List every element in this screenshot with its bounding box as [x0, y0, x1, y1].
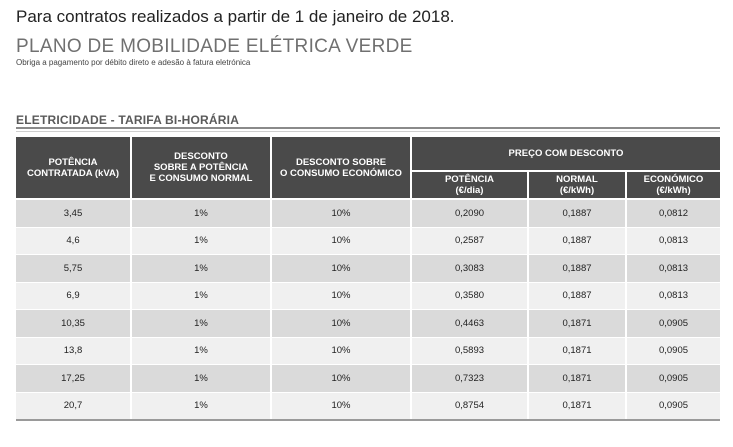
cell-price-economic: 0,0905 — [625, 364, 720, 393]
cell-price-power: 0,2587 — [410, 227, 529, 255]
cell-discount-economic: 10% — [270, 227, 412, 255]
cell-price-normal: 0,1887 — [527, 254, 627, 283]
cell-power: 13,8 — [16, 337, 132, 365]
section-divider-thin — [16, 131, 720, 132]
table-row: 3,45 1% 10% 0,2090 0,1887 0,0812 — [16, 199, 720, 228]
cell-price-normal: 0,1871 — [527, 337, 627, 365]
cell-price-power: 0,4463 — [410, 309, 529, 338]
cell-price-power: 0,5893 — [410, 337, 529, 365]
cell-price-economic: 0,0905 — [625, 309, 720, 338]
plan-subtitle: Obriga a pagamento por débito direto e a… — [16, 58, 251, 67]
cell-power: 3,45 — [16, 199, 132, 228]
header-price-normal: NORMAL (€/kWh) — [527, 170, 627, 200]
cell-price-economic: 0,0905 — [625, 337, 720, 365]
cell-discount-economic: 10% — [270, 392, 412, 421]
cell-price-economic: 0,0905 — [625, 392, 720, 421]
cell-discount-economic: 10% — [270, 199, 412, 228]
cell-power: 6,9 — [16, 282, 132, 310]
cell-price-normal: 0,1887 — [527, 199, 627, 228]
cell-price-power: 0,7323 — [410, 364, 529, 393]
header-power: POTÊNCIA CONTRATADA (kVA) — [16, 135, 132, 200]
cell-power: 10,35 — [16, 309, 132, 338]
table-row: 5,75 1% 10% 0,3083 0,1887 0,0813 — [16, 254, 720, 283]
cell-price-normal: 0,1871 — [527, 364, 627, 393]
table-header-row: POTÊNCIA CONTRATADA (kVA) DESCONTO SOBRE… — [16, 135, 720, 200]
cell-price-power: 0,2090 — [410, 199, 529, 228]
cell-power: 17,25 — [16, 364, 132, 393]
cell-price-economic: 0,0813 — [625, 282, 720, 310]
table-row: 6,9 1% 10% 0,3580 0,1887 0,0813 — [16, 282, 720, 310]
cell-price-normal: 0,1887 — [527, 227, 627, 255]
cell-discount-power: 1% — [130, 199, 272, 228]
section-divider — [16, 127, 720, 129]
cell-discount-power: 1% — [130, 337, 272, 365]
intro-text: Para contratos realizados a partir de 1 … — [16, 7, 455, 26]
table-row: 10,35 1% 10% 0,4463 0,1871 0,0905 — [16, 309, 720, 338]
header-price-power: POTÊNCIA (€/dia) — [411, 170, 529, 200]
cell-discount-power: 1% — [130, 364, 272, 393]
cell-price-economic: 0,0813 — [625, 227, 720, 255]
cell-discount-power: 1% — [130, 227, 272, 255]
table-row: 13,8 1% 10% 0,5893 0,1871 0,0905 — [16, 337, 720, 365]
header-discount-power: DESCONTO SOBRE A POTÊNCIA E CONSUMO NORM… — [130, 135, 272, 200]
header-price-economic: ECONÓMICO (€/kWh) — [625, 170, 720, 200]
table-row: 17,25 1% 10% 0,7323 0,1871 0,0905 — [16, 364, 720, 393]
table-row: 20,7 1% 10% 0,8754 0,1871 0,0905 — [16, 392, 720, 421]
cell-price-normal: 0,1871 — [527, 392, 627, 421]
cell-discount-economic: 10% — [270, 337, 412, 365]
header-price-group: PREÇO COM DESCONTO — [410, 135, 720, 172]
cell-price-normal: 0,1887 — [527, 282, 627, 310]
cell-power: 20,7 — [16, 392, 132, 421]
cell-discount-economic: 10% — [270, 282, 412, 310]
cell-price-economic: 0,0812 — [625, 199, 720, 228]
table-row: 4,6 1% 10% 0,2587 0,1887 0,0813 — [16, 227, 720, 255]
table-subheader-row: POTÊNCIA (€/dia) NORMAL (€/kWh) ECONÓMIC… — [16, 170, 720, 200]
tariff-table: POTÊNCIA CONTRATADA (kVA) DESCONTO SOBRE… — [16, 135, 720, 421]
cell-price-power: 0,8754 — [410, 392, 529, 421]
cell-price-normal: 0,1871 — [527, 309, 627, 338]
cell-discount-economic: 10% — [270, 309, 412, 338]
section-title: ELETRICIDADE - TARIFA BI-HORÁRIA — [16, 113, 240, 127]
plan-title: PLANO DE MOBILIDADE ELÉTRICA VERDE — [16, 36, 413, 57]
cell-discount-power: 1% — [130, 254, 272, 283]
cell-discount-power: 1% — [130, 309, 272, 338]
cell-discount-power: 1% — [130, 392, 272, 421]
cell-price-power: 0,3083 — [410, 254, 529, 283]
cell-power: 4,6 — [16, 227, 132, 255]
cell-price-power: 0,3580 — [410, 282, 529, 310]
cell-discount-economic: 10% — [270, 254, 412, 283]
cell-price-economic: 0,0813 — [625, 254, 720, 283]
cell-discount-power: 1% — [130, 282, 272, 310]
cell-discount-economic: 10% — [270, 364, 412, 393]
header-discount-economic: DESCONTO SOBRE O CONSUMO ECONÓMICO — [270, 135, 412, 200]
cell-power: 5,75 — [16, 254, 132, 283]
